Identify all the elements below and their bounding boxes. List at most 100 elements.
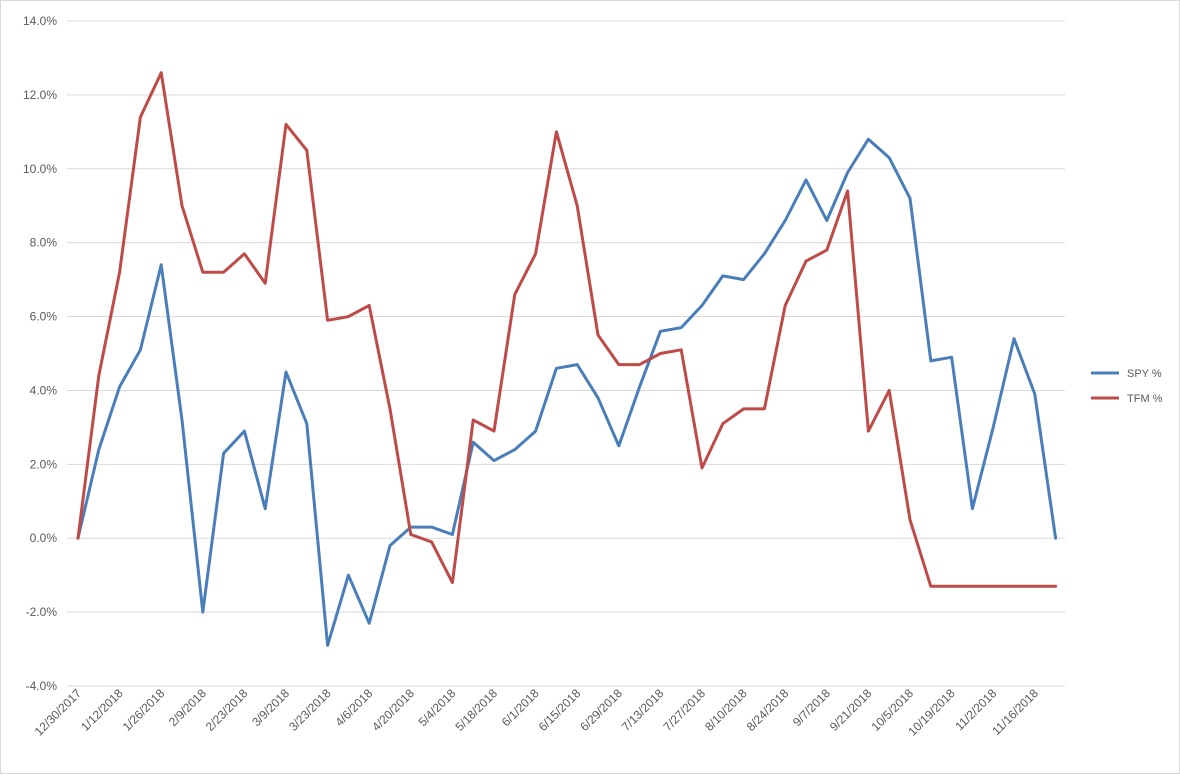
data-point <box>430 540 433 544</box>
y-tick-label: -4.0% <box>26 679 58 693</box>
x-tick-label: 9/21/2018 <box>827 686 875 734</box>
data-point <box>513 448 516 451</box>
y-tick-label: 2.0% <box>30 457 58 471</box>
data-point <box>700 304 704 307</box>
data-point <box>222 452 225 455</box>
x-tick-label: 1/26/2018 <box>120 686 168 734</box>
y-tick-label: 4.0% <box>30 383 58 397</box>
data-point <box>430 525 433 529</box>
data-point <box>1012 337 1016 340</box>
legend: SPY % TFM % <box>1091 368 1163 405</box>
data-point <box>305 422 308 425</box>
series-spy <box>76 137 1058 647</box>
y-tick-label: 10.0% <box>23 162 57 176</box>
data-point <box>160 263 163 267</box>
data-point <box>950 585 953 588</box>
x-tick-label: 5/18/2018 <box>452 686 500 734</box>
x-tick-label: 6/29/2018 <box>577 686 625 734</box>
data-point <box>388 407 392 411</box>
data-point <box>451 581 454 584</box>
data-point <box>513 293 516 296</box>
data-point <box>742 278 745 281</box>
data-point <box>680 348 683 352</box>
gridlines <box>67 20 1065 687</box>
data-point <box>804 178 808 182</box>
data-point <box>659 352 662 355</box>
data-point <box>388 544 392 547</box>
data-point <box>222 271 225 274</box>
series-line <box>76 71 1058 588</box>
y-tick-label: 0.0% <box>30 531 58 545</box>
data-point <box>76 537 80 540</box>
data-point <box>472 418 475 422</box>
y-tick-label: 12.0% <box>23 88 57 102</box>
data-point <box>846 189 849 193</box>
data-point <box>992 585 995 588</box>
data-point <box>264 282 267 285</box>
data-point <box>347 573 350 577</box>
data-point <box>160 71 163 74</box>
data-point <box>201 271 204 274</box>
x-tick-label: 3/9/2018 <box>249 686 292 729</box>
data-point <box>555 367 558 370</box>
data-point <box>992 426 995 429</box>
data-point <box>284 123 288 126</box>
legend-label: TFM % <box>1127 393 1163 405</box>
data-point <box>368 304 371 307</box>
data-point <box>97 448 101 451</box>
series-tfm <box>76 71 1058 588</box>
data-point <box>347 315 350 318</box>
data-point <box>888 156 891 159</box>
x-tick-label: 5/4/2018 <box>416 686 459 729</box>
data-point <box>950 355 953 359</box>
x-tick-label: 7/27/2018 <box>660 686 708 734</box>
y-tick-label: -2.0% <box>26 605 58 619</box>
data-point <box>929 585 932 588</box>
data-point <box>908 197 912 200</box>
x-tick-label: 2/9/2018 <box>166 686 209 729</box>
data-point <box>305 149 308 152</box>
data-point <box>264 507 267 510</box>
y-tick-label: 14.0% <box>23 14 57 28</box>
data-point <box>617 444 620 448</box>
x-tick-label: 4/20/2018 <box>369 686 417 734</box>
data-point <box>139 115 142 119</box>
x-tick-label: 8/10/2018 <box>702 686 750 734</box>
y-axis-ticks: 14.0% 12.0% 10.0% 8.0% 6.0% 4.0% 2.0% 0.0% -2.0%… <box>23 14 57 693</box>
data-point <box>534 429 537 433</box>
data-point <box>409 533 412 536</box>
data-point <box>180 204 184 207</box>
data-point <box>118 385 121 388</box>
data-point <box>1012 585 1016 588</box>
data-point <box>97 374 101 377</box>
data-point <box>201 610 204 614</box>
data-point <box>659 330 662 333</box>
data-point <box>1054 537 1057 540</box>
data-point <box>804 259 808 263</box>
data-point <box>1033 392 1037 396</box>
x-tick-label: 3/23/2018 <box>286 686 334 734</box>
data-point <box>784 304 787 307</box>
data-point <box>846 171 849 174</box>
data-point <box>1054 585 1057 588</box>
data-point <box>763 407 766 411</box>
data-point <box>492 429 496 433</box>
data-point <box>929 359 932 363</box>
series-lines <box>76 71 1058 647</box>
data-point <box>576 363 579 366</box>
data-point <box>284 370 288 374</box>
data-point <box>700 466 704 470</box>
data-point <box>118 271 121 274</box>
x-axis-ticks: 12/30/20171/12/20181/26/20182/9/20182/23… <box>32 686 1041 739</box>
data-point <box>617 363 620 366</box>
data-point <box>576 204 579 207</box>
data-point <box>451 533 454 536</box>
data-point <box>534 252 537 255</box>
series-line <box>76 137 1058 647</box>
legend-label: SPY % <box>1127 368 1162 380</box>
data-point <box>472 440 475 444</box>
data-point <box>971 585 974 588</box>
data-point <box>139 348 142 352</box>
